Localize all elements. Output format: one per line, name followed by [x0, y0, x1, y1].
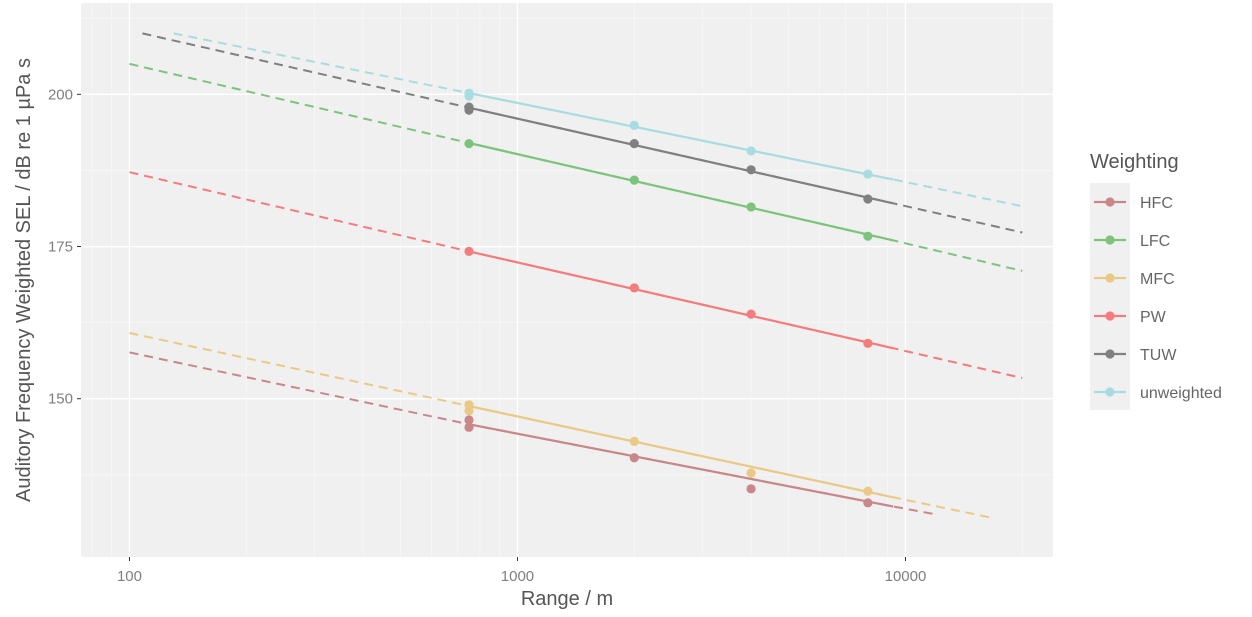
point-TUW: [746, 165, 756, 175]
fit-line-solid-LFC: [468, 141, 894, 242]
point-LFC: [629, 175, 639, 185]
fit-line-dashed-TUW: [142, 32, 1023, 234]
fit-line-solid-MFC: [468, 404, 894, 499]
point-LFC: [863, 231, 873, 241]
x-tick-label: 1000: [501, 568, 534, 585]
point-PW: [863, 338, 873, 348]
fit-line-solid-PW: [468, 250, 894, 350]
point-MFC: [863, 486, 873, 496]
legend-label: HFC: [1140, 195, 1173, 212]
legend-item-HFC: HFC: [1094, 195, 1173, 212]
panel-background: [81, 3, 1053, 557]
x-tick-label: 100: [117, 568, 142, 585]
legend-label: TUW: [1140, 347, 1177, 364]
point-unweighted: [629, 120, 639, 130]
legend-key-point: [1105, 349, 1115, 359]
fit-line-solid-HFC: [468, 423, 894, 508]
legend-item-LFC: LFC: [1094, 233, 1170, 250]
point-TUW: [464, 105, 474, 115]
legend-item-PW: PW: [1094, 309, 1167, 326]
x-tick-label: 10000: [885, 568, 927, 585]
legend: Weighting HFC LFC MFC PW TUW unweighted: [1090, 151, 1222, 410]
point-MFC: [629, 436, 639, 446]
point-LFC: [746, 202, 756, 212]
point-PW: [746, 309, 756, 319]
point-LFC: [464, 139, 474, 149]
point-unweighted: [863, 169, 873, 179]
point-TUW: [629, 139, 639, 149]
legend-label: LFC: [1140, 233, 1170, 250]
fit-line-solid-unweighted: [468, 92, 894, 181]
point-MFC: [464, 406, 474, 416]
point-HFC: [746, 484, 756, 494]
y-axis-title: Auditory Frequency Weighted SEL / dB re …: [13, 58, 35, 502]
grid-major: [81, 3, 1053, 557]
legend-item-unweighted: unweighted: [1094, 385, 1222, 402]
legend-item-TUW: TUW: [1094, 347, 1177, 364]
fit-lines: [129, 32, 1023, 519]
legend-key-point: [1105, 273, 1115, 283]
point-unweighted: [464, 91, 474, 101]
point-HFC: [863, 498, 873, 508]
legend-key-point: [1105, 387, 1115, 397]
legend-label: MFC: [1140, 271, 1175, 288]
point-PW: [629, 283, 639, 293]
legend-key-point: [1105, 311, 1115, 321]
fit-line-solid-TUW: [468, 106, 894, 205]
data-points: [464, 88, 873, 508]
y-tick-label: 175: [48, 239, 73, 256]
point-HFC: [464, 415, 474, 425]
legend-key-background: [1090, 183, 1130, 410]
x-axis-ticks: 100 1000 10000: [117, 557, 926, 585]
point-HFC: [629, 453, 639, 463]
point-HFC: [464, 422, 474, 432]
legend-label: PW: [1140, 309, 1167, 326]
y-tick-label: 200: [48, 86, 73, 103]
legend-label: unweighted: [1140, 385, 1222, 402]
point-PW: [464, 246, 474, 256]
x-axis-title: Range / m: [521, 588, 613, 610]
legend-title: Weighting: [1090, 151, 1179, 173]
grid-minor: [81, 3, 1053, 557]
y-axis-ticks: 150 175 200: [48, 86, 81, 408]
point-TUW: [863, 194, 873, 204]
legend-key-point: [1105, 235, 1115, 245]
fit-line-dashed-MFC: [129, 332, 991, 519]
point-unweighted: [746, 146, 756, 156]
legend-key-point: [1105, 197, 1115, 207]
point-MFC: [746, 468, 756, 478]
legend-item-MFC: MFC: [1094, 271, 1175, 288]
y-tick-label: 150: [48, 391, 73, 408]
